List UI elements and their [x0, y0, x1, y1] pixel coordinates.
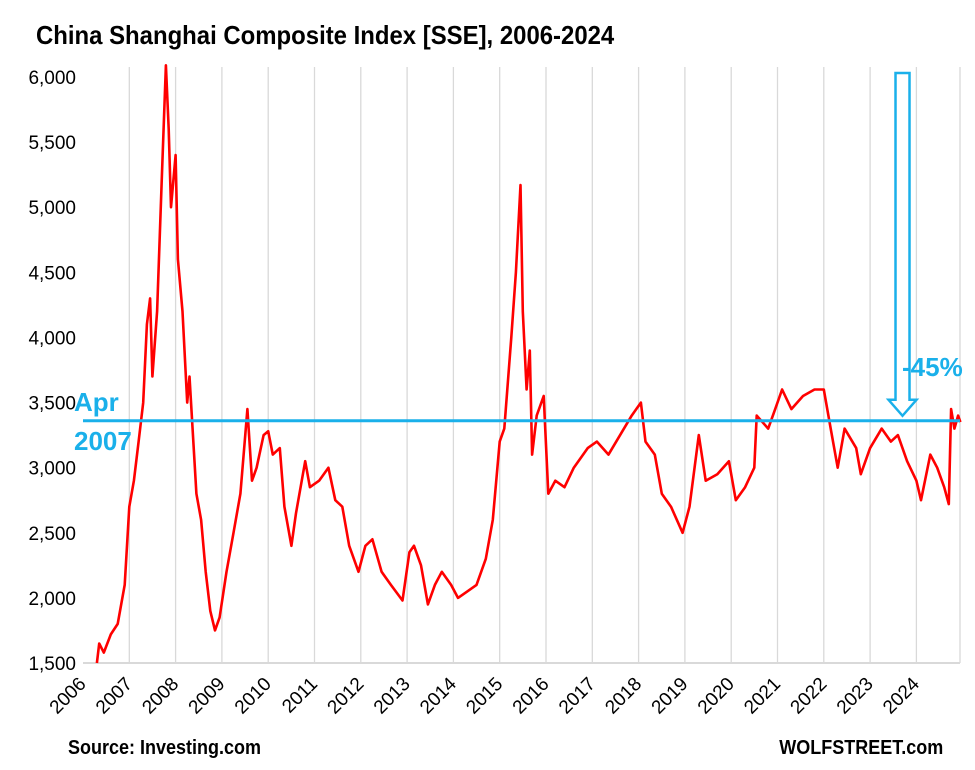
y-tick-label: 2,000 — [28, 589, 76, 610]
x-tick-label: 2016 — [509, 674, 554, 719]
x-tick-label: 2022 — [787, 674, 832, 719]
y-tick-label: 1,500 — [28, 654, 76, 675]
x-tick-label: 2024 — [879, 673, 924, 718]
x-tick-label: 2008 — [138, 674, 183, 719]
x-tick-label: 2009 — [185, 674, 230, 719]
x-tick-label: 2020 — [694, 674, 739, 719]
chart-title: China Shanghai Composite Index [SSE], 20… — [36, 20, 615, 50]
y-tick-label: 2,500 — [28, 524, 76, 545]
x-tick-label: 2014 — [416, 673, 461, 718]
x-tick-label: 2013 — [370, 674, 415, 719]
x-tick-label: 2017 — [555, 674, 600, 719]
x-tick-label: 2012 — [324, 674, 369, 719]
x-tick-label: 2010 — [231, 674, 276, 719]
x-tick-label: 2018 — [601, 674, 646, 719]
brand-label: WOLFSTREET.com — [778, 737, 943, 759]
y-tick-label: 6,000 — [28, 68, 76, 89]
drop-percent-label: -45% — [902, 352, 963, 382]
x-tick-label: 2007 — [92, 674, 137, 719]
source-note: Source: Investing.com — [68, 737, 262, 759]
y-tick-label: 3,000 — [28, 459, 76, 480]
x-tick-label: 2023 — [833, 674, 878, 719]
y-tick-label: 5,500 — [28, 133, 76, 154]
y-tick-label: 4,500 — [28, 263, 76, 284]
x-tick-label: 2015 — [462, 674, 507, 719]
sse-series-line — [95, 64, 962, 664]
x-tick-label: 2006 — [46, 674, 91, 719]
y-tick-label: 3,500 — [28, 394, 76, 415]
y-tick-label: 5,000 — [28, 198, 76, 219]
reference-label-year: 2007 — [74, 426, 132, 456]
reference-label-month: Apr — [74, 387, 119, 417]
x-tick-label: 2019 — [648, 674, 693, 719]
y-tick-label: 4,000 — [28, 328, 76, 349]
down-arrow-icon — [885, 71, 920, 418]
x-tick-label: 2011 — [278, 674, 322, 718]
x-tick-label: 2021 — [740, 674, 785, 719]
